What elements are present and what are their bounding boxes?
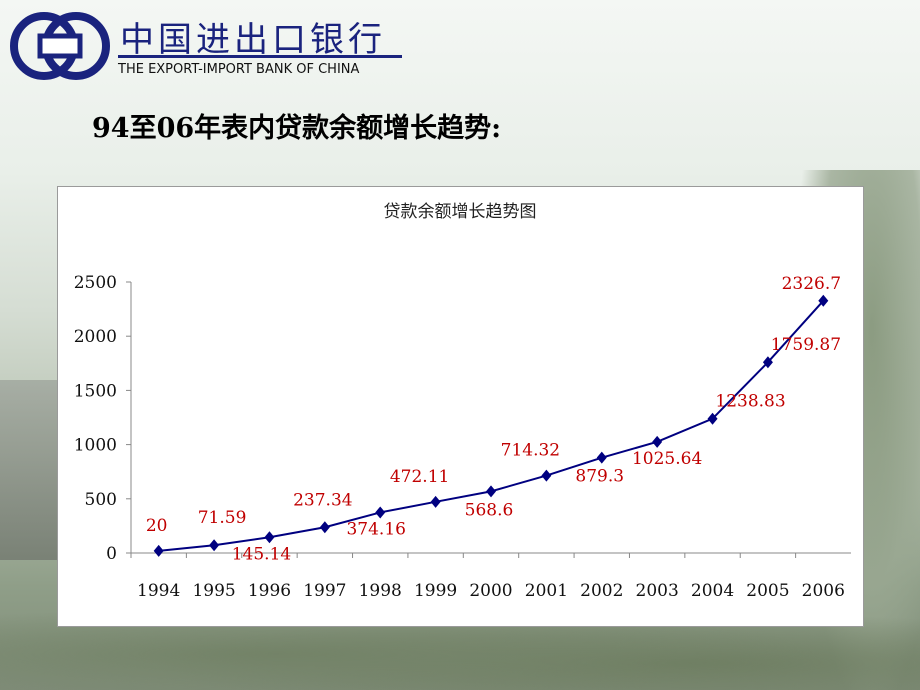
divider [118,55,402,58]
x-tick-label: 2005 [746,581,789,601]
logo [10,12,110,80]
chart-title: 贷款余额增长趋势图 [384,202,537,222]
data-label: 879.3 [575,467,624,487]
y-tick-label: 2000 [74,327,117,347]
y-tick-label: 1000 [74,436,117,456]
background-building [0,380,60,560]
data-label: 568.6 [465,500,514,520]
data-label: 71.59 [198,508,247,528]
x-tick-label: 1995 [192,581,235,601]
data-point [596,451,607,464]
data-point [430,495,441,508]
x-tick-label: 2006 [802,581,845,601]
data-point [818,294,829,307]
data-point [707,412,718,425]
data-point [153,544,164,557]
x-tick-label: 2004 [691,581,734,601]
y-tick-label: 500 [85,490,117,510]
data-label: 145.14 [232,544,291,564]
data-point [319,521,330,534]
y-tick-label: 1500 [74,381,117,401]
data-label: 1238.83 [715,392,785,412]
data-label: 20 [146,516,168,536]
data-label: 1025.64 [632,449,702,469]
x-tick-label: 1996 [248,581,291,601]
data-point [209,539,220,552]
chart: 贷款余额增长趋势图 0 500 1000 1500 2000 2500 1994 1995 19… [74,202,851,601]
data-label: 472.11 [390,467,449,487]
data-label: 237.34 [293,490,352,510]
data-point [762,356,773,369]
data-label: 714.32 [501,441,560,461]
data-label: 374.16 [346,519,405,539]
x-tick-label: 1998 [359,581,402,601]
x-tick-label: 1994 [137,581,180,601]
x-tick-label: 1997 [303,581,346,601]
y-tick-label: 0 [106,544,117,564]
x-tick-label: 2002 [580,581,623,601]
x-tick-label: 1999 [414,581,457,601]
x-tick-label: 2001 [525,581,568,601]
data-point [486,485,496,498]
data-point [652,435,663,448]
bank-name: 中国进出口银行 [120,20,386,60]
y-tick-label: 2500 [74,273,117,293]
data-label: 2326.7 [782,274,841,294]
data-point [541,469,552,482]
slide-title: 94至06年表内贷款余额增长趋势: [92,113,502,144]
x-tick-label: 2003 [636,581,679,601]
bank-name-english: THE EXPORT-IMPORT BANK OF CHINA [118,62,360,77]
data-label: 1759.87 [771,335,841,355]
x-tick-label: 2000 [469,581,512,601]
chart-frame: 贷款余额增长趋势图 0 500 1000 1500 2000 2500 1994 1995 19… [57,186,864,627]
data-point [375,506,386,519]
data-point [264,531,275,544]
